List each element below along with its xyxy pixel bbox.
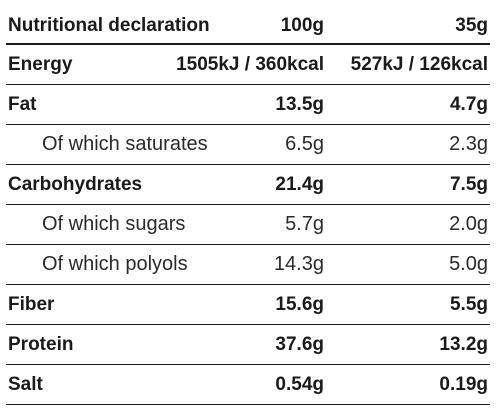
row-label: Fat bbox=[8, 93, 37, 115]
header-35g: 35g bbox=[455, 14, 488, 36]
table-row-polyols: Of which polyols 14.3g 5.0g bbox=[6, 245, 490, 285]
header-label: Nutritional declaration bbox=[8, 14, 210, 36]
table-header-row: Nutritional declaration 100g 35g bbox=[6, 8, 490, 45]
table-row-saturates: Of which saturates 6.5g 2.3g bbox=[6, 125, 490, 165]
value-35g: 2.3g bbox=[449, 133, 488, 155]
table-row-fat: Fat 13.5g 4.7g bbox=[6, 85, 490, 125]
header-100g: 100g bbox=[280, 14, 324, 36]
value-35g: 2.0g bbox=[449, 213, 488, 235]
row-label: Protein bbox=[8, 333, 74, 355]
value-35g: 5.0g bbox=[449, 253, 488, 275]
table-row-energy: Energy 1505kJ / 360kcal 527kJ / 126kcal bbox=[6, 45, 490, 85]
value-35g: 13.2g bbox=[439, 333, 488, 355]
value-35g: 0.19g bbox=[439, 373, 488, 395]
value-35g: 5.5g bbox=[449, 293, 488, 315]
value-35g: 527kJ / 126kcal bbox=[350, 53, 488, 75]
row-label: Salt bbox=[8, 373, 43, 395]
value-100g: 1505kJ / 360kcal bbox=[176, 53, 324, 75]
value-35g: 4.7g bbox=[449, 93, 488, 115]
value-100g: 21.4g bbox=[275, 173, 324, 195]
row-label: Of which saturates bbox=[42, 133, 208, 155]
row-label: Fiber bbox=[8, 293, 55, 315]
value-100g: 15.6g bbox=[275, 293, 324, 315]
value-100g: 14.3g bbox=[273, 253, 324, 275]
table-row-fiber: Fiber 15.6g 5.5g bbox=[6, 285, 490, 325]
value-100g: 5.7g bbox=[285, 213, 324, 235]
value-35g: 7.5g bbox=[449, 173, 488, 195]
value-100g: 13.5g bbox=[275, 93, 324, 115]
row-label: Of which sugars bbox=[42, 213, 186, 235]
value-100g: 0.54g bbox=[275, 373, 324, 395]
table-row-protein: Protein 37.6g 13.2g bbox=[6, 325, 490, 365]
nutrition-table: Nutritional declaration 100g 35g Energy … bbox=[6, 8, 490, 405]
value-100g: 37.6g bbox=[275, 333, 324, 355]
table-row-salt: Salt 0.54g 0.19g bbox=[6, 365, 490, 405]
table-row-sugars: Of which sugars 5.7g 2.0g bbox=[6, 205, 490, 245]
row-label: Carbohydrates bbox=[8, 173, 143, 195]
value-100g: 6.5g bbox=[285, 133, 324, 155]
table-row-carbohydrates: Carbohydrates 21.4g 7.5g bbox=[6, 165, 490, 205]
row-label: Of which polyols bbox=[42, 253, 188, 275]
row-label: Energy bbox=[8, 53, 73, 75]
